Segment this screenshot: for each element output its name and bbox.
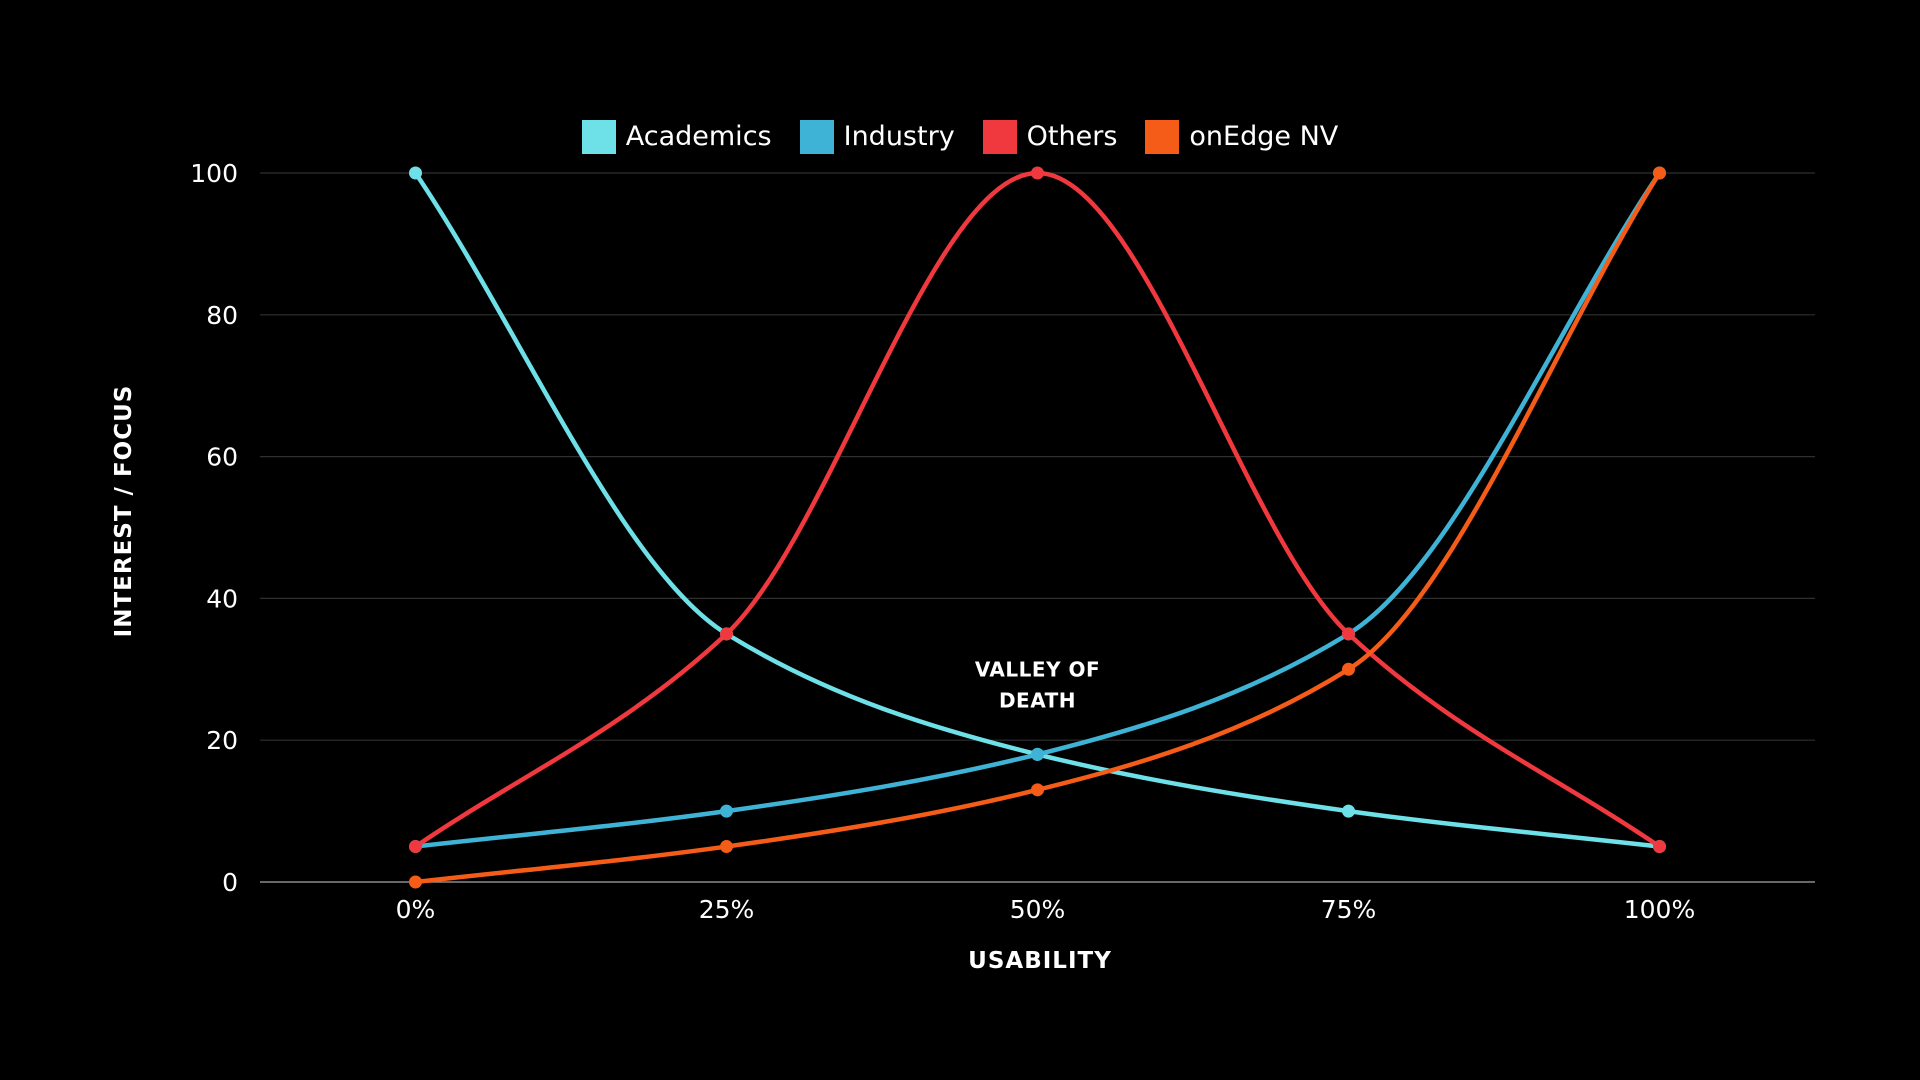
legend-item-others: Others: [982, 120, 1118, 154]
x-axis-ticks: 0% 25% 50% 75% 100%: [396, 895, 1696, 924]
legend-item-academics: Academics: [581, 120, 772, 154]
data-point-onedge-nv: [1653, 166, 1666, 180]
legend-label: Academics: [625, 121, 772, 152]
y-tick-label: 40: [206, 584, 238, 613]
y-tick-label: 100: [190, 159, 238, 188]
data-point-industry: [720, 804, 733, 818]
legend-label: onEdge NV: [1189, 121, 1339, 152]
data-point-academics: [1342, 804, 1355, 818]
x-tick-label: 75%: [1321, 895, 1377, 924]
y-axis-title: INTEREST / FOCUS: [111, 385, 137, 638]
y-tick-label: 20: [206, 726, 238, 755]
annotations: VALLEY OF DEATH: [975, 657, 1100, 712]
data-point-others: [720, 627, 733, 641]
annotation-valley-of-death: DEATH: [999, 688, 1076, 712]
chart-legend: Academics Industry Others onEdge NV: [0, 120, 1920, 154]
y-tick-label: 80: [206, 301, 238, 330]
data-point-others: [1653, 840, 1666, 854]
data-point-others: [1031, 166, 1044, 180]
x-tick-label: 25%: [699, 895, 755, 924]
series-line-onedge-nv: [413, 170, 1662, 885]
series-line-academics: [413, 170, 1662, 849]
data-point-academics: [409, 166, 422, 180]
y-tick-label: 0: [222, 868, 238, 897]
data-point-others: [1342, 627, 1355, 641]
x-tick-label: 50%: [1010, 895, 1066, 924]
legend-label: Industry: [843, 121, 955, 152]
series-line-industry: [413, 170, 1662, 849]
legend-swatch: [982, 120, 1017, 154]
y-tick-label: 60: [206, 443, 238, 472]
series-points: [409, 166, 1666, 889]
legend-swatch: [799, 120, 834, 154]
data-point-onedge-nv: [1342, 662, 1355, 676]
data-point-onedge-nv: [409, 875, 422, 889]
legend-item-industry: Industry: [799, 120, 955, 154]
data-point-industry: [1031, 747, 1044, 761]
legend-swatch: [1145, 120, 1180, 154]
data-point-onedge-nv: [720, 840, 733, 854]
legend-swatch: [581, 120, 616, 154]
grid-lines: [260, 172, 1815, 883]
legend-item-onedge-nv: onEdge NV: [1145, 120, 1338, 154]
legend-label: Others: [1026, 121, 1118, 152]
series-lines: [413, 170, 1662, 885]
data-point-others: [409, 840, 422, 854]
annotation-valley-of-death: VALLEY OF: [975, 657, 1100, 681]
series-line-others: [413, 170, 1662, 849]
x-tick-label: 0%: [396, 895, 436, 924]
data-point-onedge-nv: [1031, 783, 1044, 797]
x-tick-label: 100%: [1624, 895, 1695, 924]
x-axis-title: USABILITY: [968, 948, 1112, 974]
y-axis-ticks: 0 20 40 60 80 100: [190, 159, 238, 897]
